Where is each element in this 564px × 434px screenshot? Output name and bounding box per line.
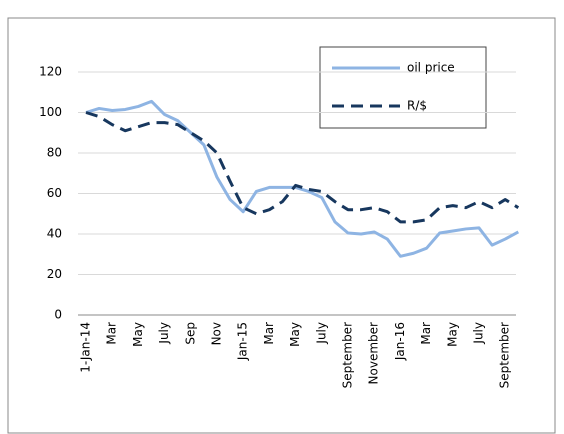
- y-tick-label: 20: [47, 267, 62, 281]
- x-tick-label: May: [445, 322, 459, 347]
- x-tick-label: July: [157, 322, 171, 345]
- legend-label: R/$: [407, 99, 427, 113]
- x-tick-label: September: [498, 322, 512, 388]
- x-tick-label: Nov: [210, 322, 224, 345]
- legend-box: [319, 46, 487, 129]
- x-tick-label: Mar: [262, 322, 276, 345]
- x-tick-label: Jan-16: [393, 322, 407, 361]
- y-tick-label: 120: [39, 65, 62, 79]
- x-tick-label: November: [367, 322, 381, 384]
- series-line: [85, 99, 520, 258]
- x-tick-label: Mar: [105, 322, 119, 345]
- y-tick-label: 60: [47, 186, 62, 200]
- x-tick-label: May: [131, 322, 145, 347]
- series-line: [85, 111, 520, 224]
- y-tick-label: 80: [47, 146, 62, 160]
- x-tick-label: Sep: [183, 322, 197, 345]
- y-tick-label: 0: [54, 308, 62, 322]
- chart-frame: [7, 17, 556, 434]
- y-tick-label: 100: [39, 105, 62, 119]
- x-tick-label: May: [288, 322, 302, 347]
- x-tick-label: July: [472, 322, 486, 345]
- legend-label: oil price: [407, 61, 455, 75]
- x-tick-label: July: [314, 322, 328, 345]
- x-tick-label: Mar: [419, 322, 433, 345]
- x-tick-label: 1-Jan-14: [79, 322, 93, 373]
- x-tick-label: Jan-15: [236, 322, 250, 361]
- x-tick-label: September: [341, 322, 355, 388]
- y-tick-label: 40: [47, 227, 62, 241]
